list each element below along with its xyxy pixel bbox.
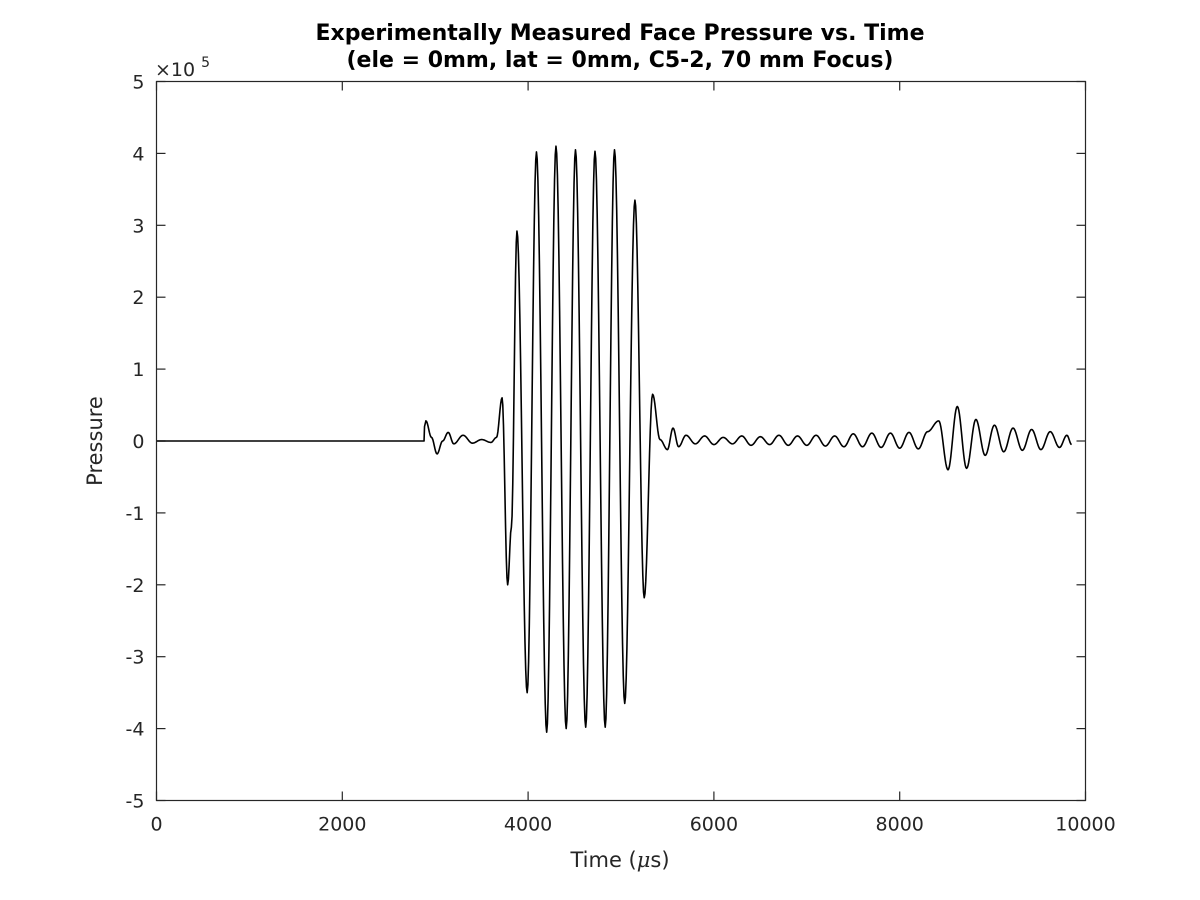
y-exponent-base: ×10 <box>155 59 195 81</box>
y-tick-label: 4 <box>132 143 144 165</box>
x-tick-label: 10000 <box>1055 814 1115 836</box>
y-tick-label: 1 <box>132 359 144 381</box>
x-tick-label: 2000 <box>318 814 366 836</box>
y-tick-label: -2 <box>126 575 145 597</box>
y-tick-label: 0 <box>132 431 144 453</box>
series-line <box>156 145 1073 733</box>
chart-title: Experimentally Measured Face Pressure vs… <box>315 21 924 46</box>
axes-box <box>155 80 1087 802</box>
x-axis-label: Time (μs) <box>569 848 669 872</box>
x-axis-label-text: Time ( <box>569 848 636 872</box>
y-tick-label: 2 <box>132 287 144 309</box>
x-axis-label-unit: s) <box>650 848 669 872</box>
y-tick-label: 3 <box>132 215 144 237</box>
x-tick-label: 4000 <box>504 814 552 836</box>
x-axis-label-mu: μ <box>637 848 651 872</box>
x-tick-label: 8000 <box>876 814 924 836</box>
chart-subtitle: (ele = 0mm, lat = 0mm, C5-2, 70 mm Focus… <box>347 48 894 73</box>
y-tick-label: -4 <box>126 719 145 741</box>
y-exponent-power: 5 <box>201 55 210 71</box>
x-tick-label: 6000 <box>690 814 738 836</box>
y-tick-label: 5 <box>132 72 144 94</box>
y-axis-ticks: -5 -4 -3 -2 -1 0 1 2 3 4 5 <box>126 72 1086 813</box>
x-tick-label: 0 <box>150 814 162 836</box>
y-tick-label: -3 <box>126 647 145 669</box>
y-axis-label: Pressure <box>83 396 107 486</box>
y-exponent-label: ×10 5 <box>155 55 210 81</box>
y-tick-label: -1 <box>126 503 145 525</box>
y-tick-label: -5 <box>126 791 145 813</box>
svg-text:×10 5: ×10 5 <box>155 55 210 81</box>
